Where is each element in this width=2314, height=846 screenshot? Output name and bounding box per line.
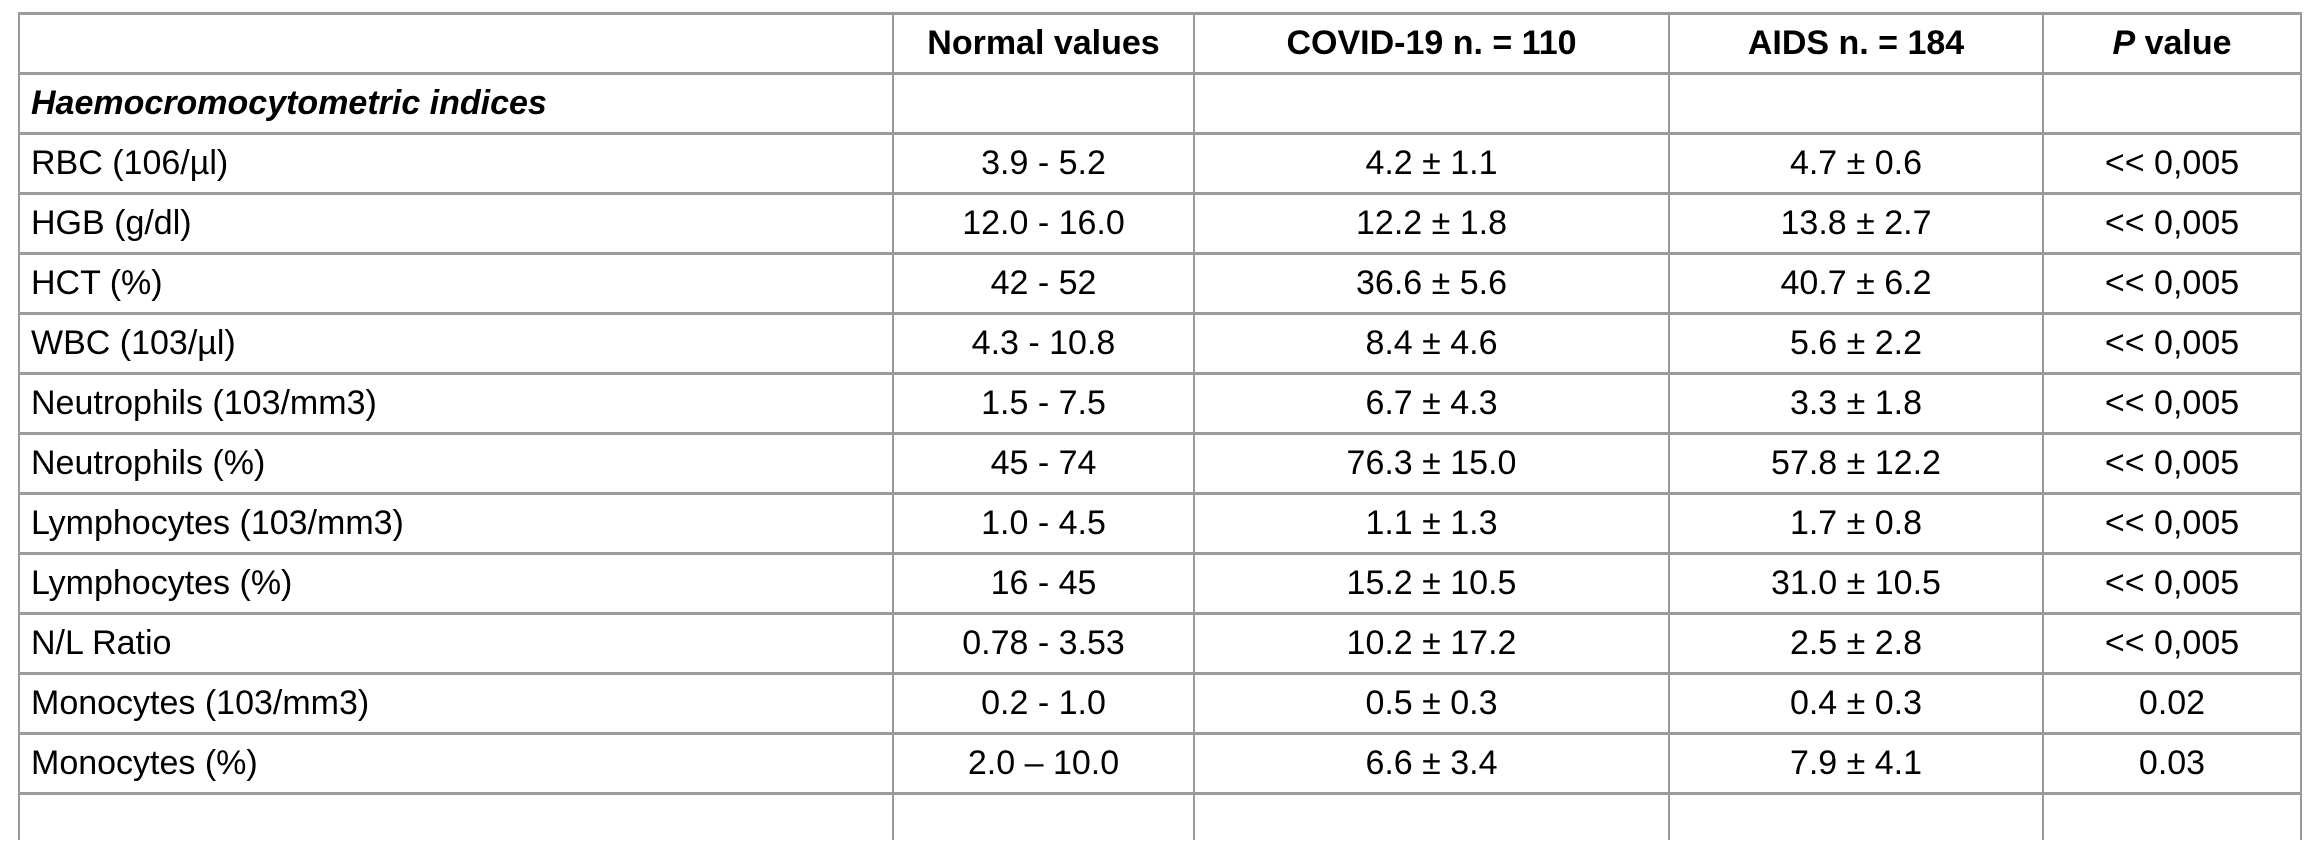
partial-empty-cell: [1668, 792, 2044, 840]
partial-empty-cell: [2042, 792, 2302, 840]
covid-value-cell: 36.6 ± 5.6: [1193, 252, 1670, 315]
aids-value-cell: 7.9 ± 4.1: [1668, 732, 2044, 795]
normal-values-cell: 45 - 74: [892, 432, 1195, 495]
p-value-cell: << 0,005: [2042, 312, 2302, 375]
covid-value-cell: 6.6 ± 3.4: [1193, 732, 1670, 795]
p-value-cell: 0.03: [2042, 732, 2302, 795]
normal-values-cell: 16 - 45: [892, 552, 1195, 615]
header-p-value: P value: [2042, 12, 2302, 75]
aids-value-cell: 13.8 ± 2.7: [1668, 192, 2044, 255]
p-value-cell: << 0,005: [2042, 552, 2302, 615]
section-empty-cell: [1193, 72, 1670, 135]
partial-empty-cell: [892, 792, 1195, 840]
p-value-cell: << 0,005: [2042, 432, 2302, 495]
partial-empty-cell: [1193, 792, 1670, 840]
aids-value-cell: 1.7 ± 0.8: [1668, 492, 2044, 555]
covid-value-cell: 10.2 ± 17.2: [1193, 612, 1670, 675]
parameter-cell: WBC (103/µl): [18, 312, 894, 375]
normal-values-cell: 12.0 - 16.0: [892, 192, 1195, 255]
covid-value-cell: 8.4 ± 4.6: [1193, 312, 1670, 375]
parameter-cell: HGB (g/dl): [18, 192, 894, 255]
parameter-cell: Lymphocytes (103/mm3): [18, 492, 894, 555]
header-parameter-empty: [18, 12, 894, 75]
normal-values-cell: 1.5 - 7.5: [892, 372, 1195, 435]
p-value-cell: << 0,005: [2042, 252, 2302, 315]
p-value-label-rest: value: [2135, 24, 2232, 62]
parameter-cell: Lymphocytes (%): [18, 552, 894, 615]
parameter-cell: Neutrophils (103/mm3): [18, 372, 894, 435]
normal-values-cell: 0.2 - 1.0: [892, 672, 1195, 735]
table-row: Monocytes (%) 2.0 – 10.0 6.6 ± 3.4 7.9 ± 4.…: [18, 732, 2302, 795]
covid-value-cell: 12.2 ± 1.8: [1193, 192, 1670, 255]
normal-values-cell: 4.3 - 10.8: [892, 312, 1195, 375]
table-row: Lymphocytes (%) 16 - 45 15.2 ± 10.5 31.0 ± …: [18, 552, 2302, 615]
lab-results-table: Normal values COVID-19 n. = 110 AIDS n. …: [18, 12, 2302, 840]
covid-value-cell: 1.1 ± 1.3: [1193, 492, 1670, 555]
partial-empty-cell: [18, 792, 894, 840]
normal-values-cell: 0.78 - 3.53: [892, 612, 1195, 675]
table-row: HCT (%) 42 - 52 36.6 ± 5.6 40.7 ± 6.2 << 0,0…: [18, 252, 2302, 315]
table-row: WBC (103/µl) 4.3 - 10.8 8.4 ± 4.6 5.6 ± 2.2…: [18, 312, 2302, 375]
table-row: Monocytes (103/mm3) 0.2 - 1.0 0.5 ± 0.3 0.4…: [18, 672, 2302, 735]
p-value-cell: << 0,005: [2042, 132, 2302, 195]
aids-value-cell: 5.6 ± 2.2: [1668, 312, 2044, 375]
table-row: Lymphocytes (103/mm3) 1.0 - 4.5 1.1 ± 1.3 1…: [18, 492, 2302, 555]
section-row: Haemocromocytometric indices: [18, 72, 2302, 135]
parameter-cell: RBC (106/µl): [18, 132, 894, 195]
normal-values-cell: 2.0 – 10.0: [892, 732, 1195, 795]
aids-value-cell: 4.7 ± 0.6: [1668, 132, 2044, 195]
p-value-cell: << 0,005: [2042, 492, 2302, 555]
p-value-cell: << 0,005: [2042, 372, 2302, 435]
covid-value-cell: 76.3 ± 15.0: [1193, 432, 1670, 495]
table-row: RBC (106/µl) 3.9 - 5.2 4.2 ± 1.1 4.7 ± 0.6 <…: [18, 132, 2302, 195]
section-title: Haemocromocytometric indices: [18, 72, 894, 135]
header-row: Normal values COVID-19 n. = 110 AIDS n. …: [18, 12, 2302, 75]
normal-values-cell: 3.9 - 5.2: [892, 132, 1195, 195]
p-value-cell: 0.02: [2042, 672, 2302, 735]
normal-values-cell: 42 - 52: [892, 252, 1195, 315]
aids-value-cell: 2.5 ± 2.8: [1668, 612, 2044, 675]
header-normal-values: Normal values: [892, 12, 1195, 75]
normal-values-cell: 1.0 - 4.5: [892, 492, 1195, 555]
section-empty-cell: [1668, 72, 2044, 135]
header-covid19: COVID-19 n. = 110: [1193, 12, 1670, 75]
aids-value-cell: 0.4 ± 0.3: [1668, 672, 2044, 735]
parameter-cell: Monocytes (103/mm3): [18, 672, 894, 735]
covid-value-cell: 6.7 ± 4.3: [1193, 372, 1670, 435]
aids-value-cell: 57.8 ± 12.2: [1668, 432, 2044, 495]
section-empty-cell: [892, 72, 1195, 135]
p-value-italic-letter: P: [2112, 24, 2136, 62]
section-empty-cell: [2042, 72, 2302, 135]
covid-value-cell: 15.2 ± 10.5: [1193, 552, 1670, 615]
table-row: Neutrophils (103/mm3) 1.5 - 7.5 6.7 ± 4.3 3…: [18, 372, 2302, 435]
aids-value-cell: 31.0 ± 10.5: [1668, 552, 2044, 615]
p-value-cell: << 0,005: [2042, 612, 2302, 675]
covid-value-cell: 0.5 ± 0.3: [1193, 672, 1670, 735]
aids-value-cell: 3.3 ± 1.8: [1668, 372, 2044, 435]
table-row: Neutrophils (%) 45 - 74 76.3 ± 15.0 57.8 ± …: [18, 432, 2302, 495]
parameter-cell: HCT (%): [18, 252, 894, 315]
parameter-cell: Monocytes (%): [18, 732, 894, 795]
header-aids: AIDS n. = 184: [1668, 12, 2044, 75]
parameter-cell: Neutrophils (%): [18, 432, 894, 495]
covid-value-cell: 4.2 ± 1.1: [1193, 132, 1670, 195]
table-row: HGB (g/dl) 12.0 - 16.0 12.2 ± 1.8 13.8 ± 2.…: [18, 192, 2302, 255]
parameter-cell: N/L Ratio: [18, 612, 894, 675]
table-row: N/L Ratio 0.78 - 3.53 10.2 ± 17.2 2.5 ± 2.8…: [18, 612, 2302, 675]
p-value-cell: << 0,005: [2042, 192, 2302, 255]
partial-cutoff-row: [18, 792, 2302, 840]
aids-value-cell: 40.7 ± 6.2: [1668, 252, 2044, 315]
